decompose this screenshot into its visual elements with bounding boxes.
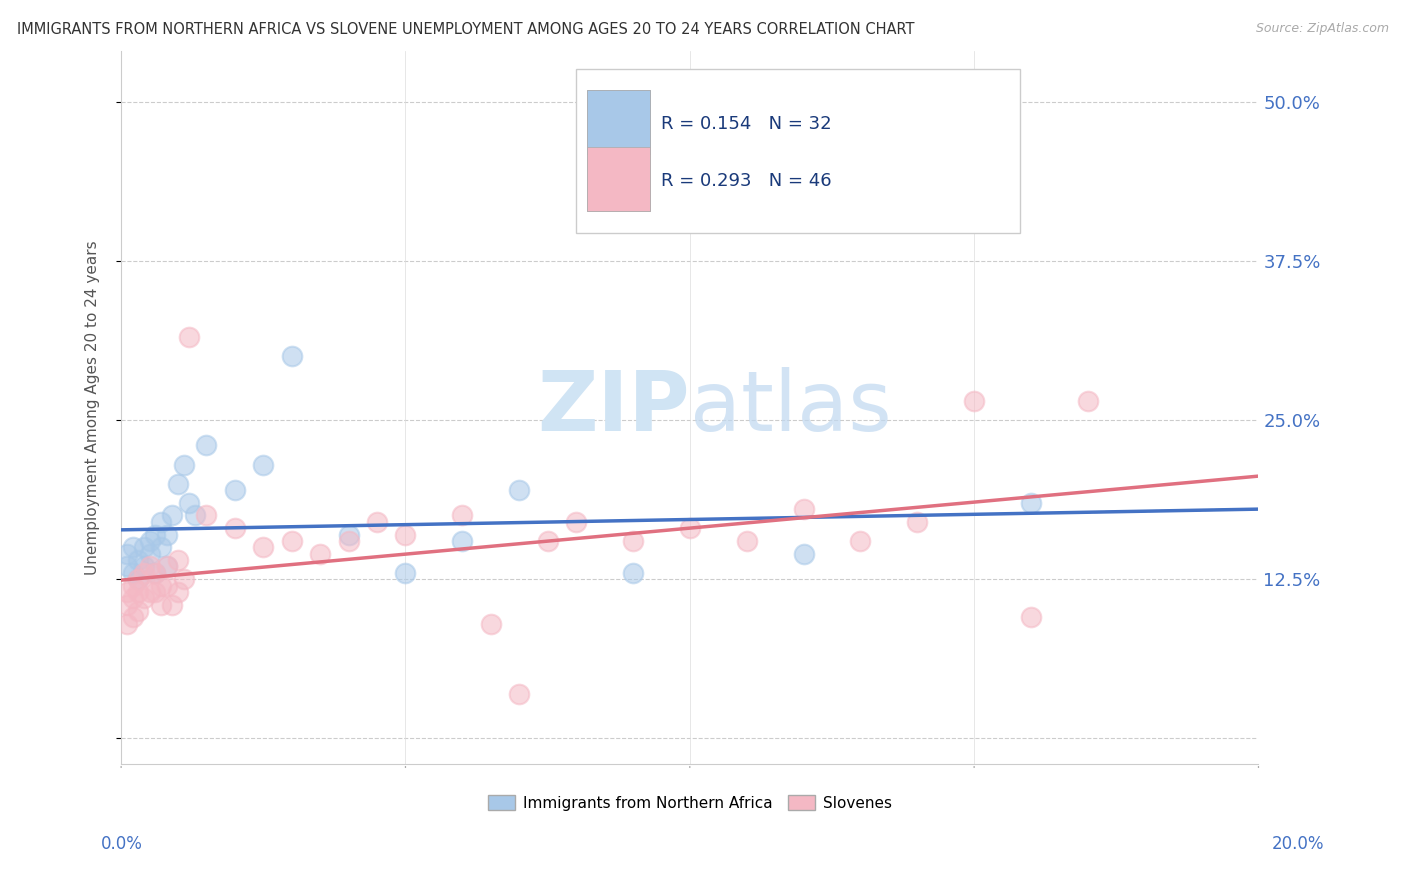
Point <box>565 515 588 529</box>
Text: 20.0%: 20.0% <box>1272 835 1324 853</box>
Point <box>121 610 143 624</box>
Point <box>127 585 149 599</box>
Point <box>621 533 644 548</box>
Point <box>309 547 332 561</box>
Point <box>127 553 149 567</box>
Point <box>156 578 179 592</box>
Point <box>115 598 138 612</box>
FancyBboxPatch shape <box>576 69 1019 233</box>
Point <box>479 616 502 631</box>
FancyBboxPatch shape <box>588 90 650 154</box>
Text: 0.0%: 0.0% <box>101 835 143 853</box>
Point <box>167 476 190 491</box>
Point <box>735 533 758 548</box>
Point <box>184 508 207 523</box>
Point <box>679 521 702 535</box>
Point <box>1077 393 1099 408</box>
Point <box>143 527 166 541</box>
Y-axis label: Unemployment Among Ages 20 to 24 years: Unemployment Among Ages 20 to 24 years <box>86 240 100 574</box>
Point <box>143 566 166 580</box>
Point <box>252 541 274 555</box>
Point <box>149 598 172 612</box>
Point <box>508 483 530 497</box>
Point <box>337 527 360 541</box>
Point <box>115 547 138 561</box>
Point <box>162 508 184 523</box>
Point <box>1019 496 1042 510</box>
Text: Source: ZipAtlas.com: Source: ZipAtlas.com <box>1256 22 1389 36</box>
Point <box>149 515 172 529</box>
Point <box>149 541 172 555</box>
Point <box>905 515 928 529</box>
Text: atlas: atlas <box>690 367 891 448</box>
Point <box>849 533 872 548</box>
Text: R = 0.154   N = 32: R = 0.154 N = 32 <box>661 115 832 133</box>
Point <box>138 547 160 561</box>
Point <box>162 598 184 612</box>
Point <box>132 541 155 555</box>
Point <box>224 521 246 535</box>
Point <box>156 559 179 574</box>
Point <box>132 566 155 580</box>
Text: ZIP: ZIP <box>537 367 690 448</box>
Point <box>149 578 172 592</box>
Text: R = 0.293   N = 46: R = 0.293 N = 46 <box>661 172 832 190</box>
Point <box>963 393 986 408</box>
Point <box>173 572 195 586</box>
Point <box>138 585 160 599</box>
Point <box>280 349 302 363</box>
Point <box>179 330 201 344</box>
Point <box>156 527 179 541</box>
Point <box>121 541 143 555</box>
Point <box>127 604 149 618</box>
Point <box>115 559 138 574</box>
Point <box>195 438 218 452</box>
Point <box>138 559 160 574</box>
FancyBboxPatch shape <box>588 147 650 211</box>
Point <box>143 585 166 599</box>
Point <box>121 566 143 580</box>
Point <box>143 566 166 580</box>
Point <box>179 496 201 510</box>
Point <box>224 483 246 497</box>
Point <box>132 591 155 606</box>
Point <box>451 533 474 548</box>
Point <box>394 527 416 541</box>
Text: IMMIGRANTS FROM NORTHERN AFRICA VS SLOVENE UNEMPLOYMENT AMONG AGES 20 TO 24 YEAR: IMMIGRANTS FROM NORTHERN AFRICA VS SLOVE… <box>17 22 914 37</box>
Point <box>252 458 274 472</box>
Point <box>536 533 558 548</box>
Point <box>167 585 190 599</box>
Point <box>508 687 530 701</box>
Point <box>127 572 149 586</box>
Point <box>127 572 149 586</box>
Point <box>121 591 143 606</box>
Legend: Immigrants from Northern Africa, Slovenes: Immigrants from Northern Africa, Slovene… <box>482 789 898 817</box>
Point <box>121 578 143 592</box>
Point <box>337 533 360 548</box>
Point <box>132 559 155 574</box>
Point <box>138 533 160 548</box>
Point <box>793 502 815 516</box>
Point <box>793 547 815 561</box>
Point <box>1019 610 1042 624</box>
Point <box>366 515 388 529</box>
Point <box>115 585 138 599</box>
Point <box>173 458 195 472</box>
Point <box>394 566 416 580</box>
Point <box>451 508 474 523</box>
Point <box>280 533 302 548</box>
Point <box>156 559 179 574</box>
Point <box>195 508 218 523</box>
Point <box>167 553 190 567</box>
Point <box>115 616 138 631</box>
Point <box>621 566 644 580</box>
